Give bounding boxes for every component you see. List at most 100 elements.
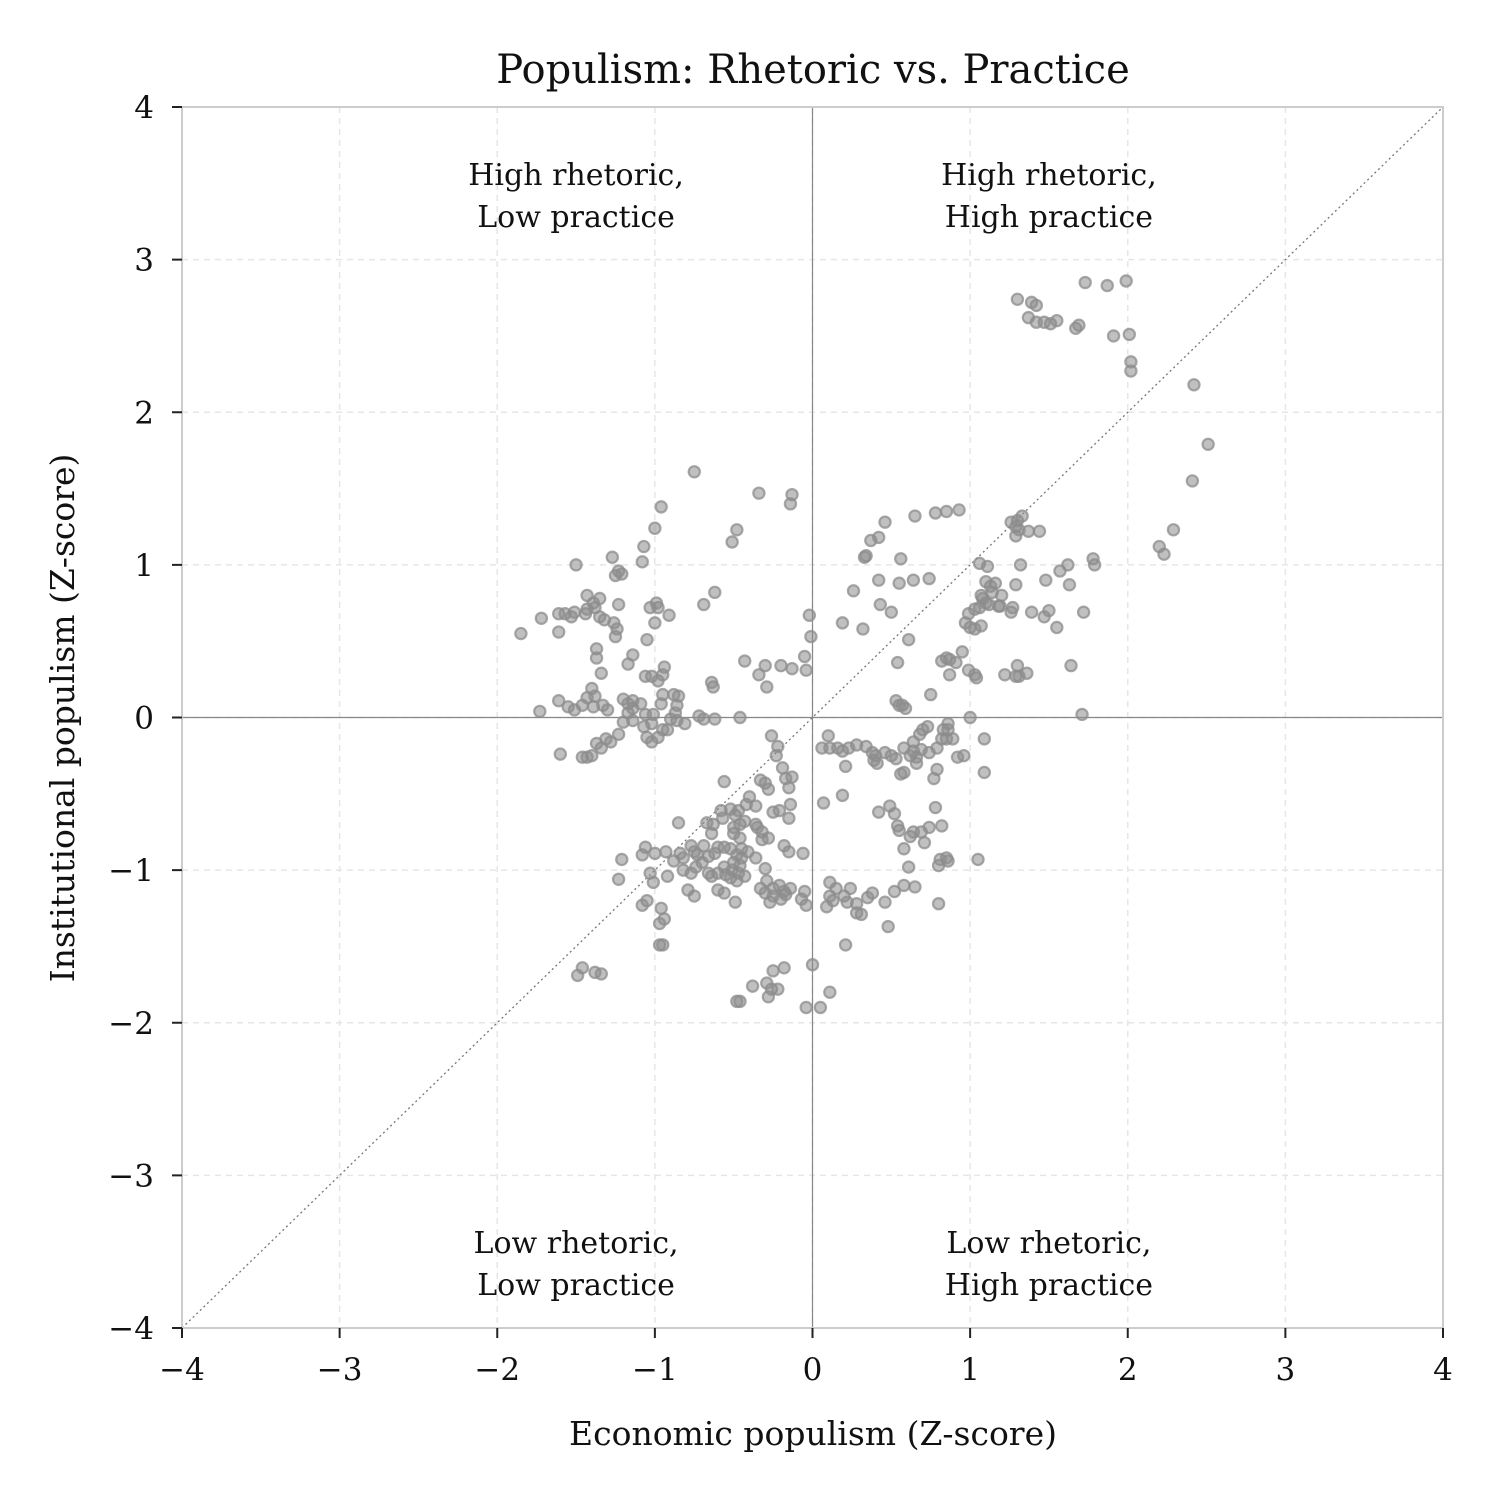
data-point	[763, 895, 777, 909]
x-tick-label: −2	[474, 1352, 520, 1388]
data-point	[1075, 707, 1089, 722]
data-point	[901, 860, 916, 874]
data-point	[1122, 327, 1137, 342]
data-point	[738, 869, 752, 883]
data-point	[835, 616, 850, 630]
data-point	[648, 846, 662, 861]
data-point	[728, 895, 742, 909]
data-point	[684, 839, 698, 853]
data-point	[668, 706, 683, 720]
data-point	[569, 558, 583, 572]
data-point	[906, 735, 921, 749]
data-point	[761, 782, 776, 796]
data-point	[1187, 378, 1201, 392]
data-point	[1010, 292, 1025, 307]
data-point	[654, 500, 668, 514]
data-point	[654, 901, 668, 915]
data-point	[700, 816, 714, 830]
y-axis-label: Institutional populism (Z-score)	[43, 454, 82, 983]
data-point	[1053, 564, 1067, 578]
data-point	[760, 680, 774, 694]
x-tick-label: 3	[1276, 1352, 1296, 1388]
x-tick-label: 0	[803, 1352, 823, 1388]
data-point	[594, 666, 608, 680]
data-point	[580, 588, 594, 603]
data-point	[697, 839, 711, 853]
data-point	[838, 938, 853, 952]
data-point	[1039, 573, 1053, 587]
data-point	[924, 687, 938, 702]
quadrant-label-top-right: High practice	[945, 200, 1153, 235]
x-tick-label: −4	[159, 1352, 205, 1388]
data-point	[733, 831, 747, 845]
data-point	[856, 622, 870, 636]
data-point	[1050, 313, 1064, 328]
data-point	[963, 710, 977, 725]
data-point	[1072, 318, 1086, 332]
data-point	[884, 605, 899, 619]
data-point	[890, 819, 905, 833]
data-point	[1009, 529, 1023, 543]
data-point	[667, 854, 681, 868]
data-point	[928, 506, 943, 520]
data-point	[927, 771, 941, 786]
data-point	[764, 729, 779, 743]
data-point	[706, 680, 720, 694]
data-point	[730, 523, 744, 537]
data-point	[914, 742, 928, 757]
data-point	[752, 668, 766, 682]
data-point	[909, 756, 924, 770]
reference-lines	[181, 106, 1444, 1329]
data-point	[799, 898, 813, 912]
data-point	[704, 826, 719, 841]
data-point	[1037, 610, 1051, 624]
data-point	[826, 893, 840, 908]
data-point	[897, 741, 911, 755]
data-point	[589, 736, 604, 751]
x-tick-label: 1	[960, 1352, 980, 1388]
y-tick-label: −1	[108, 853, 154, 889]
y-tick-label: −3	[108, 1158, 154, 1194]
data-point	[957, 748, 971, 763]
data-point	[797, 649, 812, 664]
data-point	[887, 884, 902, 899]
data-point	[805, 958, 820, 972]
x-tick-label: 4	[1433, 1352, 1453, 1388]
axis-ticks: −4 −3 −2 −1 0 1 2 3 4 −4 −3 −2 −1 0 1 2 3 4	[108, 90, 1453, 1388]
data-point	[1157, 547, 1171, 561]
data-point	[1062, 578, 1077, 592]
data-point	[561, 700, 575, 714]
data-point	[678, 716, 692, 731]
data-point	[894, 552, 908, 566]
data-point	[782, 811, 796, 825]
data-point	[534, 611, 549, 625]
x-axis-label: Economic populism (Z-score)	[569, 1414, 1057, 1453]
data-point	[887, 806, 902, 821]
data-point	[715, 811, 730, 825]
quadrant-label-bottom-right: High practice	[945, 1268, 1153, 1303]
data-point	[898, 701, 913, 716]
data-point	[615, 567, 629, 581]
data-point	[637, 719, 651, 734]
data-point	[660, 869, 675, 883]
data-point	[998, 668, 1012, 682]
data-point	[660, 723, 675, 737]
data-point	[1078, 275, 1092, 290]
data-point	[1064, 658, 1078, 673]
data-point	[991, 599, 1006, 613]
data-point	[872, 573, 886, 587]
data-point	[980, 559, 995, 574]
data-point	[761, 990, 776, 1004]
quadrant-label-top-left: Low practice	[477, 200, 675, 235]
data-point	[738, 654, 752, 668]
data-point	[605, 550, 620, 564]
data-point	[553, 747, 568, 761]
data-point	[774, 892, 788, 906]
data-point	[831, 741, 845, 755]
data-point	[589, 651, 604, 665]
data-point	[570, 968, 585, 983]
data-point	[1013, 558, 1028, 572]
data-point	[648, 616, 662, 630]
data-point	[708, 712, 722, 726]
data-point	[971, 852, 985, 867]
